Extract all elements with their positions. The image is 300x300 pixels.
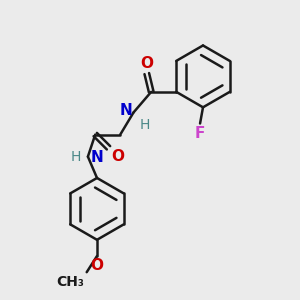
Text: O: O <box>140 56 153 70</box>
Text: N: N <box>119 103 132 118</box>
Text: O: O <box>111 149 124 164</box>
Text: H: H <box>71 150 81 164</box>
Text: CH₃: CH₃ <box>56 274 84 289</box>
Text: N: N <box>90 150 103 165</box>
Text: H: H <box>140 118 150 132</box>
Text: O: O <box>91 258 103 273</box>
Text: F: F <box>195 126 205 141</box>
